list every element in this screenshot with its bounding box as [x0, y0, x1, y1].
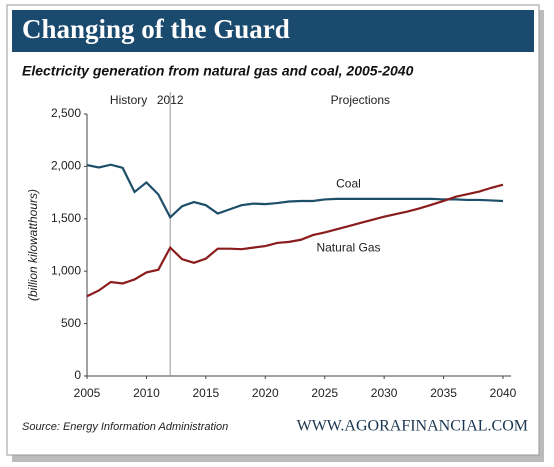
frame: [6, 4, 540, 456]
chart-title: Changing of the Guard: [22, 14, 290, 44]
x-tick-label: 2015: [193, 386, 220, 400]
x-tick-label: 2010: [133, 386, 160, 400]
source: Source: Energy Information Administratio…: [22, 421, 228, 433]
annotation: Projections: [331, 93, 390, 107]
x-tick-label: 2005: [74, 386, 101, 400]
website: WWW.AGORAFINANCIAL.COM: [297, 418, 528, 435]
y-tick-label: 2,500: [51, 106, 81, 120]
x-tick-label: 2020: [252, 386, 279, 400]
chart-subtitle: Electricity generation from natural gas …: [22, 63, 414, 79]
x-tick-label: 2035: [430, 386, 457, 400]
series-label: Natural Gas: [316, 240, 380, 254]
x-tick-label: 2040: [490, 386, 517, 400]
y-axis-label: (billion kilowatthours): [26, 189, 40, 301]
y-tick-label: 0: [74, 368, 81, 382]
y-tick-label: 500: [61, 316, 81, 330]
x-tick-label: 2030: [371, 386, 398, 400]
y-tick-label: 1,000: [51, 263, 81, 277]
line-series: [86, 183, 504, 298]
series-label: Coal: [336, 176, 361, 190]
y-tick-label: 1,500: [51, 211, 81, 225]
x-tick-label: 2025: [311, 386, 338, 400]
y-tick-label: 2,000: [51, 159, 81, 173]
line-series: [86, 163, 504, 220]
annotation: History: [110, 93, 147, 107]
header-bar: [12, 10, 534, 52]
